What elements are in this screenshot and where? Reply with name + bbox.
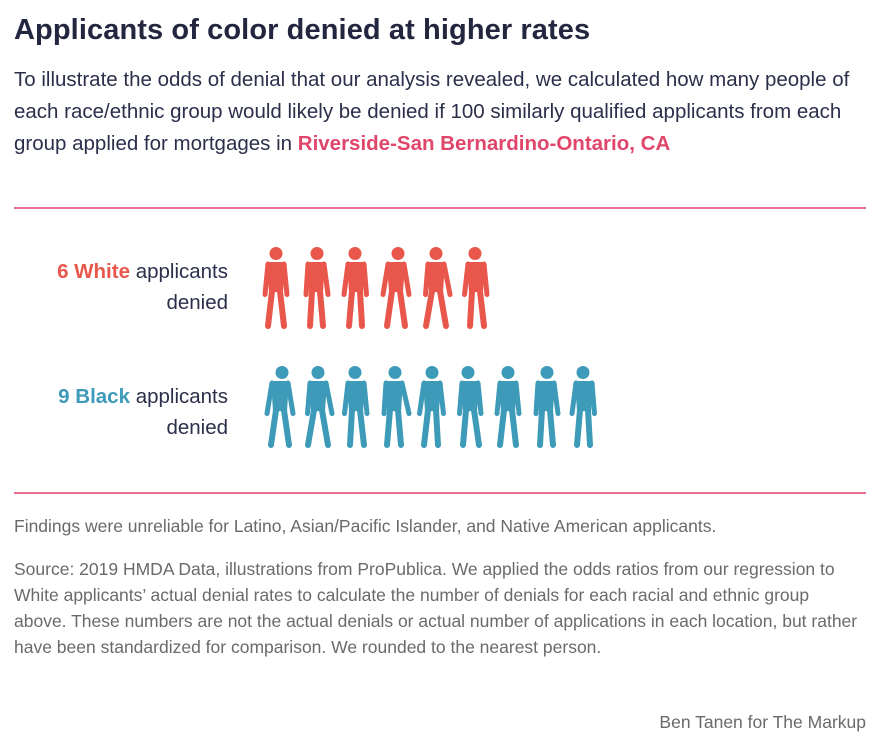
black-applicant-figure-8 xyxy=(533,366,561,448)
chart-title: Applicants of color denied at higher rat… xyxy=(14,14,591,46)
black-count-label: 9 Black xyxy=(58,385,130,408)
black-label-rest: applicants xyxy=(135,385,228,408)
black-applicant-figure-9 xyxy=(569,366,597,448)
white-row-label: 6 White applicants denied xyxy=(57,256,228,318)
black-row-label: 9 Black applicants denied xyxy=(58,381,228,443)
black-applicant-figure-1 xyxy=(264,366,296,448)
black-label-line2: denied xyxy=(166,416,228,439)
white-label-rest: applicants xyxy=(135,260,228,283)
chart-source: Source: 2019 HMDA Data, illustrations fr… xyxy=(14,559,858,657)
black-applicant-figure-2 xyxy=(305,366,335,448)
white-count-label: 6 White xyxy=(57,260,130,283)
chart-subtitle: To illustrate the odds of denial that ou… xyxy=(14,64,864,160)
white-applicant-figure-1 xyxy=(262,247,290,329)
black-applicant-figure-3 xyxy=(342,366,370,448)
location-name: Riverside-San Bernardino-Ontario, CA xyxy=(297,132,671,155)
black-applicant-figure-7 xyxy=(494,366,522,448)
white-applicant-figure-6 xyxy=(462,247,490,329)
chart-credit: Ben Tanen for The Markup xyxy=(659,712,866,732)
black-applicant-figure-4 xyxy=(381,366,412,448)
subtitle-text: To illustrate the odds of denial that ou… xyxy=(14,68,850,155)
chart-note: Findings were unreliable for Latino, Asi… xyxy=(14,516,717,536)
white-applicant-figure-4 xyxy=(380,247,412,329)
black-applicant-figure-5 xyxy=(417,366,446,448)
top-divider xyxy=(14,207,866,209)
white-applicant-figure-5 xyxy=(423,247,453,329)
white-applicant-figure-2 xyxy=(303,247,331,329)
black-applicant-figure-6 xyxy=(457,366,484,448)
bottom-divider xyxy=(14,492,866,494)
white-applicant-figure-3 xyxy=(341,247,369,329)
white-label-line2: denied xyxy=(166,291,228,314)
